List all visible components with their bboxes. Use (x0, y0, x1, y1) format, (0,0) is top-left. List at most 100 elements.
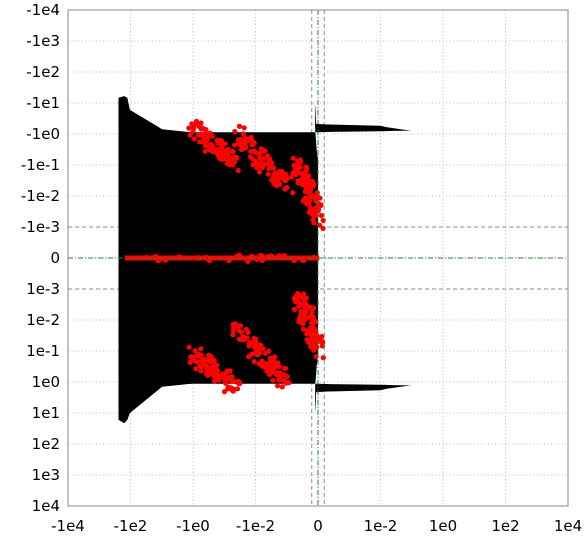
red-point (188, 354, 194, 360)
red-point (201, 133, 207, 139)
x-tick-label: 1e-2 (364, 517, 398, 535)
y-tick-label: -1e0 (26, 125, 60, 143)
red-point (260, 346, 266, 352)
red-point (297, 293, 303, 299)
red-point (255, 151, 262, 157)
red-point (215, 373, 222, 379)
red-point (303, 295, 309, 301)
y-tick-label: -1e-1 (21, 156, 60, 174)
red-point (225, 384, 231, 390)
red-point (229, 377, 235, 383)
red-point (238, 329, 244, 335)
red-point (297, 319, 303, 325)
y-tick-label: -1e3 (26, 32, 60, 50)
red-point (300, 257, 307, 264)
y-tick-label: 1e0 (32, 373, 60, 391)
red-point (245, 329, 251, 336)
red-point (308, 312, 314, 318)
x-tick-label: -1e-2 (236, 517, 275, 535)
red-point (312, 341, 318, 347)
red-point (318, 212, 324, 219)
red-point (265, 161, 271, 167)
red-point (284, 374, 290, 380)
red-point (254, 165, 260, 171)
red-point (230, 388, 236, 394)
red-point (319, 339, 325, 345)
red-point (302, 179, 308, 185)
red-point (203, 363, 209, 369)
red-point (241, 125, 247, 131)
x-tick-labels: -1e4 -1e2 -1e0 -1e-2 0 1e-2 1e0 1e2 1e4 (51, 517, 582, 535)
x-tick-label: 0 (313, 517, 323, 535)
red-point (303, 174, 309, 180)
red-point (311, 181, 317, 187)
red-point (247, 339, 253, 345)
red-point (226, 257, 232, 264)
red-point (297, 313, 303, 319)
red-point (297, 177, 304, 183)
red-point (308, 193, 314, 199)
red-point (199, 358, 205, 364)
red-point (240, 334, 246, 340)
red-point (257, 155, 263, 161)
red-point (234, 386, 241, 392)
red-point (143, 254, 150, 261)
red-point (207, 359, 213, 365)
red-point (230, 332, 236, 338)
red-point (308, 305, 314, 311)
red-point (310, 322, 316, 328)
red-point (201, 139, 207, 145)
red-point (299, 309, 305, 315)
red-point (274, 370, 280, 376)
red-point (244, 335, 250, 341)
red-point (262, 361, 268, 367)
red-point (267, 355, 273, 361)
red-point (281, 253, 287, 260)
red-point (305, 314, 311, 320)
zero-lines (68, 10, 568, 506)
red-point (304, 187, 310, 193)
red-point (222, 151, 229, 157)
red-point (275, 169, 281, 176)
red-point (258, 160, 264, 166)
red-point (258, 342, 264, 348)
y-tick-label: -1e-2 (21, 187, 60, 205)
red-point (303, 195, 309, 201)
red-point (187, 132, 193, 138)
red-point (237, 323, 243, 329)
red-point (202, 148, 208, 154)
red-point (288, 174, 294, 180)
red-point (290, 190, 296, 196)
x-tick-label: 1e4 (554, 517, 582, 535)
red-point (162, 256, 169, 263)
x-tick-label: -1e2 (114, 517, 148, 535)
red-point (235, 378, 241, 384)
red-point (219, 146, 225, 152)
red-point (195, 132, 201, 138)
y-tick-label: 1e-3 (26, 280, 60, 298)
red-point (246, 136, 252, 142)
plot-frame (67, 9, 569, 507)
red-point (262, 364, 268, 370)
red-point (256, 169, 263, 175)
red-point (236, 252, 243, 259)
red-point (215, 368, 221, 374)
red-point (262, 148, 268, 154)
red-point (198, 346, 204, 352)
y-tick-label: -1e1 (26, 94, 60, 112)
red-point (194, 359, 200, 365)
red-point (283, 379, 289, 385)
red-point (229, 148, 235, 154)
x-tick-label: -1e4 (51, 517, 85, 535)
red-point (304, 302, 310, 308)
x-tick-label: 1e2 (491, 517, 519, 535)
red-point (210, 143, 216, 149)
red-point (236, 123, 243, 129)
red-point (242, 136, 248, 142)
red-point (272, 364, 278, 370)
red-point (212, 362, 218, 368)
red-point (320, 225, 326, 231)
y-tick-label: 1e-1 (26, 342, 60, 360)
red-point (251, 359, 257, 365)
y-tick-label: 1e2 (32, 435, 60, 453)
